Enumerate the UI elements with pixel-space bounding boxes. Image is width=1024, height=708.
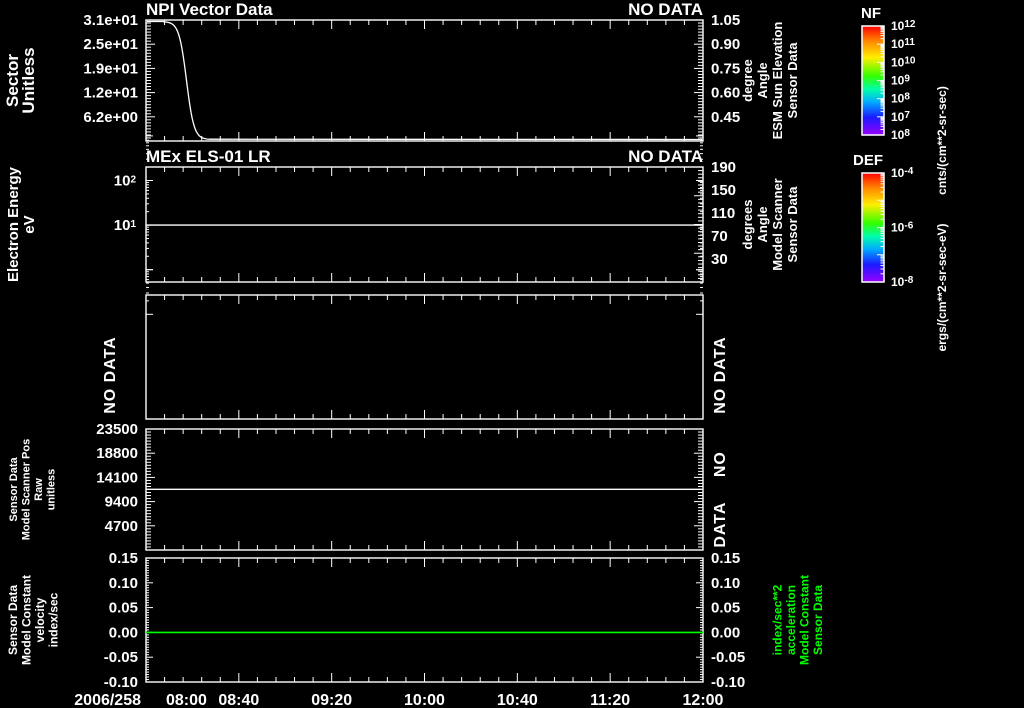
svg-text:0.05: 0.05 xyxy=(109,600,138,617)
svg-text:-0.05: -0.05 xyxy=(711,649,745,666)
svg-text:0.00: 0.00 xyxy=(109,624,138,641)
svg-text:cnts/(cm**2-sr-sec): cnts/(cm**2-sr-sec) xyxy=(935,86,949,195)
svg-text:0.00: 0.00 xyxy=(711,624,740,641)
svg-text:Sensor Data: Sensor Data xyxy=(785,42,800,119)
svg-text:Sensor Data: Sensor Data xyxy=(785,186,800,263)
svg-text:NO DATA: NO DATA xyxy=(628,0,703,19)
svg-text:NO DATA: NO DATA xyxy=(102,336,119,414)
svg-text:Model Scanner Pos: Model Scanner Pos xyxy=(21,439,33,540)
svg-text:degree: degree xyxy=(740,59,755,102)
svg-text:Unitless: Unitless xyxy=(19,47,38,113)
svg-text:4700: 4700 xyxy=(105,518,138,535)
svg-text:degrees: degrees xyxy=(740,200,755,250)
svg-text:NO DATA: NO DATA xyxy=(712,336,729,414)
svg-text:0.05: 0.05 xyxy=(711,600,740,617)
svg-text:Sensor Data: Sensor Data xyxy=(6,585,20,655)
svg-text:18800: 18800 xyxy=(96,445,138,462)
svg-text:MEx ELS-01 LR: MEx ELS-01 LR xyxy=(146,147,271,166)
svg-text:08:40: 08:40 xyxy=(218,692,259,708)
svg-text:NPI Vector Data: NPI Vector Data xyxy=(146,0,273,19)
svg-text:190: 190 xyxy=(711,159,736,176)
svg-text:0.15: 0.15 xyxy=(109,550,138,567)
svg-text:09:20: 09:20 xyxy=(311,692,352,708)
svg-text:6.2e+00: 6.2e+00 xyxy=(83,109,138,126)
svg-text:0.90: 0.90 xyxy=(711,36,740,53)
svg-text:Electron Energy: Electron Energy xyxy=(5,166,22,282)
svg-text:110: 110 xyxy=(711,205,735,222)
svg-text:08:00: 08:00 xyxy=(166,692,207,708)
svg-text:0.75: 0.75 xyxy=(711,60,740,77)
svg-text:12:00: 12:00 xyxy=(683,692,724,708)
svg-text:2006/258: 2006/258 xyxy=(74,692,141,708)
svg-text:Sensor Data: Sensor Data xyxy=(8,457,20,522)
svg-text:2.5e+01: 2.5e+01 xyxy=(83,36,138,53)
svg-text:ergs/(cm**2-sr-sec-eV): ergs/(cm**2-sr-sec-eV) xyxy=(935,223,949,351)
svg-text:Model Constant: Model Constant xyxy=(20,575,34,665)
svg-text:acceleration: acceleration xyxy=(784,585,798,655)
svg-text:3.1e+01: 3.1e+01 xyxy=(83,12,138,29)
svg-text:14100: 14100 xyxy=(96,469,138,486)
svg-text:-0.05: -0.05 xyxy=(104,649,138,666)
svg-text:index/sec: index/sec xyxy=(47,592,61,647)
svg-text:70: 70 xyxy=(711,228,728,245)
svg-text:Model Constant: Model Constant xyxy=(798,575,812,665)
svg-text:0.10: 0.10 xyxy=(711,575,740,592)
svg-text:Sensor Data: Sensor Data xyxy=(811,585,825,655)
svg-text:1.05: 1.05 xyxy=(711,12,740,29)
svg-text:1.2e+01: 1.2e+01 xyxy=(83,85,138,102)
svg-text:10:40: 10:40 xyxy=(497,692,538,708)
svg-text:NO DATA: NO DATA xyxy=(628,147,703,166)
svg-text:-0.10: -0.10 xyxy=(104,674,138,691)
svg-text:ESM Sun Elevation: ESM Sun Elevation xyxy=(770,22,785,140)
svg-text:-0.10: -0.10 xyxy=(711,674,745,691)
svg-text:unitless: unitless xyxy=(46,469,58,511)
svg-text:eV: eV xyxy=(21,215,38,233)
svg-text:0.45: 0.45 xyxy=(711,109,740,126)
svg-text:NO: NO xyxy=(712,451,729,477)
svg-text:11:20: 11:20 xyxy=(590,692,630,708)
svg-text:Raw: Raw xyxy=(33,478,45,501)
svg-text:10:00: 10:00 xyxy=(404,692,445,708)
svg-text:0.10: 0.10 xyxy=(109,575,138,592)
svg-text:1.9e+01: 1.9e+01 xyxy=(83,60,138,77)
svg-text:index/sec**2: index/sec**2 xyxy=(771,584,785,655)
svg-text:velocity: velocity xyxy=(33,597,47,642)
svg-text:DEF: DEF xyxy=(853,152,883,169)
svg-text:150: 150 xyxy=(711,182,736,199)
svg-text:9400: 9400 xyxy=(105,494,138,511)
svg-text:0.15: 0.15 xyxy=(711,550,740,567)
svg-text:Angle: Angle xyxy=(755,206,770,242)
svg-text:DATA: DATA xyxy=(712,502,729,548)
svg-text:Model Scanner: Model Scanner xyxy=(770,178,785,270)
svg-text:0.60: 0.60 xyxy=(711,85,740,102)
svg-text:NF: NF xyxy=(861,5,881,22)
svg-text:30: 30 xyxy=(711,251,728,268)
svg-text:23500: 23500 xyxy=(96,421,138,438)
svg-text:Angle: Angle xyxy=(755,62,770,98)
